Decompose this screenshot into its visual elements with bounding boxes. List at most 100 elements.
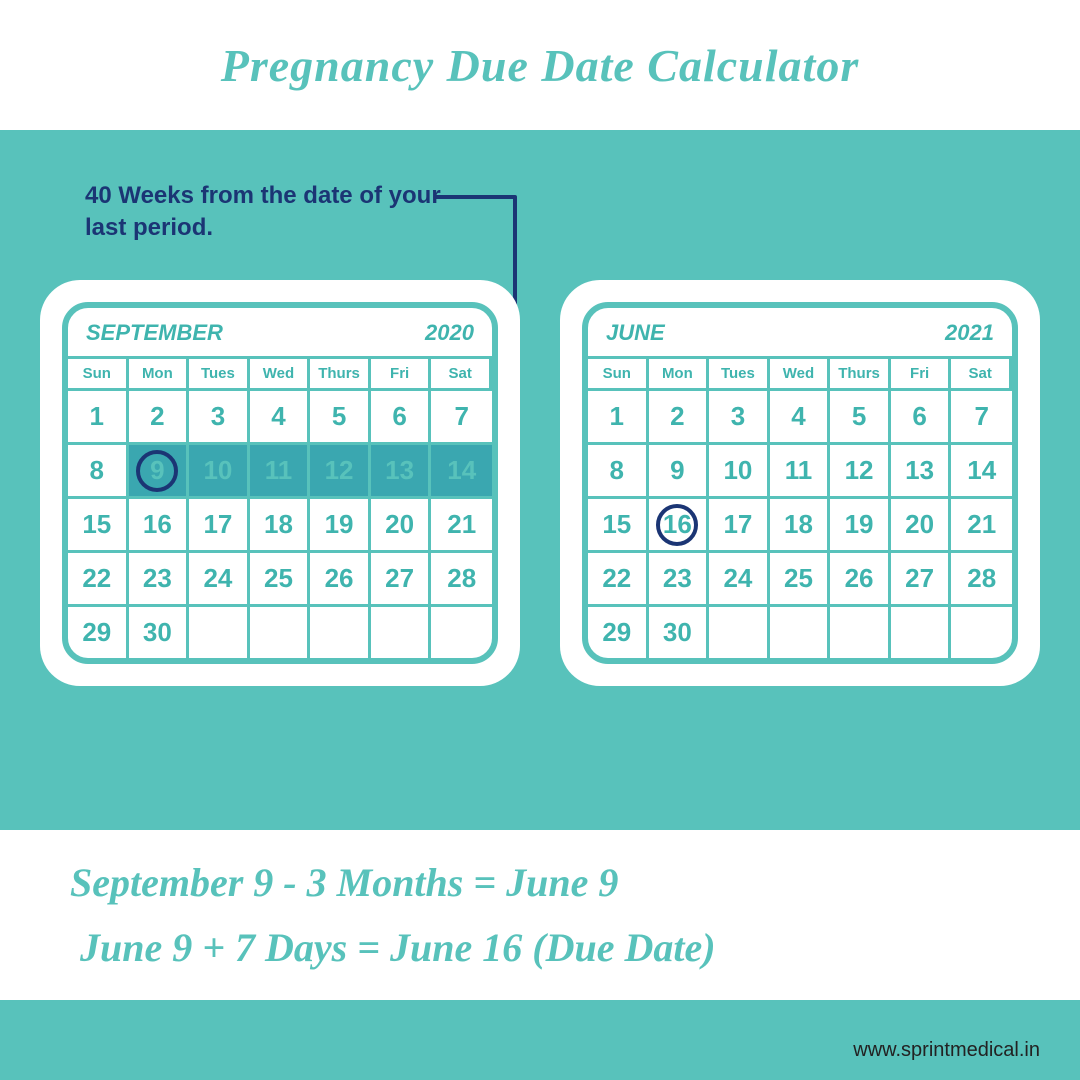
- calendar-day: 10: [709, 442, 770, 496]
- calendar-day: 12: [310, 442, 371, 496]
- calendar-day: 4: [250, 388, 311, 442]
- calendar-day: [431, 604, 492, 658]
- main-panel: 40 Weeks from the date of your last peri…: [0, 130, 1080, 830]
- formula-band: September 9 - 3 Months = June 9 June 9 +…: [0, 830, 1080, 1000]
- dow-label: Thurs: [310, 356, 371, 388]
- calendar-day: [371, 604, 432, 658]
- dow-label: Mon: [129, 356, 190, 388]
- formula-line-2: June 9 + 7 Days = June 16 (Due Date): [70, 924, 1080, 971]
- calendar-day: 11: [250, 442, 311, 496]
- dow-label: Mon: [649, 356, 710, 388]
- calendar-day: 9: [649, 442, 710, 496]
- dow-label: Sun: [588, 356, 649, 388]
- calendar-day: 5: [830, 388, 891, 442]
- calendar-day: 23: [129, 550, 190, 604]
- calendar-day: 1: [68, 388, 129, 442]
- source-url: www.sprintmedical.in: [853, 1039, 1040, 1062]
- header-band: Pregnancy Due Date Calculator: [0, 0, 1080, 130]
- calendar-day: 29: [588, 604, 649, 658]
- calendar-day: 16: [129, 496, 190, 550]
- calendar-day: [951, 604, 1012, 658]
- calendar-day: 22: [68, 550, 129, 604]
- dow-label: Tues: [189, 356, 250, 388]
- calendar-day: 6: [891, 388, 952, 442]
- circled-date-icon: [136, 450, 178, 492]
- calendar-day: 28: [431, 550, 492, 604]
- calendar-day: 12: [830, 442, 891, 496]
- calendar-end: JUNE2021SunMonTuesWedThursFriSat12345678…: [560, 280, 1040, 686]
- calendar-day: 1: [588, 388, 649, 442]
- calendar-year: 2020: [425, 320, 474, 346]
- footer-band: www.sprintmedical.in: [0, 1000, 1080, 1080]
- calendar-day: 3: [709, 388, 770, 442]
- calendar-day: 18: [770, 496, 831, 550]
- calendar-day: 2: [649, 388, 710, 442]
- calendar-day: 7: [431, 388, 492, 442]
- calendar-day: [189, 604, 250, 658]
- calendar-day: 26: [830, 550, 891, 604]
- calendar-year: 2021: [945, 320, 994, 346]
- calendar-day: 13: [371, 442, 432, 496]
- calendar-day: 15: [68, 496, 129, 550]
- calendar-day: 20: [371, 496, 432, 550]
- calendar-day: 3: [189, 388, 250, 442]
- calendar-day: 2: [129, 388, 190, 442]
- calendar-day: 13: [891, 442, 952, 496]
- calendar-day: 14: [431, 442, 492, 496]
- calendar-day: 8: [588, 442, 649, 496]
- circled-date-icon: [656, 504, 698, 546]
- calendar-day: 8: [68, 442, 129, 496]
- calendar-start: SEPTEMBER2020SunMonTuesWedThursFriSat123…: [40, 280, 520, 686]
- calendar-month: SEPTEMBER: [86, 320, 223, 346]
- dow-label: Thurs: [830, 356, 891, 388]
- calendar-day: [250, 604, 311, 658]
- calendar-day: 9: [129, 442, 190, 496]
- calendar-day: 25: [250, 550, 311, 604]
- calendar-day: 24: [189, 550, 250, 604]
- calendar-day: 22: [588, 550, 649, 604]
- calendar-day: 7: [951, 388, 1012, 442]
- dow-label: Sat: [431, 356, 492, 388]
- calendar-day: 27: [891, 550, 952, 604]
- dow-label: Sun: [68, 356, 129, 388]
- calendar-day: 25: [770, 550, 831, 604]
- dow-label: Wed: [250, 356, 311, 388]
- calendar-day: [310, 604, 371, 658]
- calendar-day: 19: [310, 496, 371, 550]
- calendar-day: [830, 604, 891, 658]
- calendar-day: 10: [189, 442, 250, 496]
- calendar-day: [770, 604, 831, 658]
- calendar-day: 16: [649, 496, 710, 550]
- calendars-row: SEPTEMBER2020SunMonTuesWedThursFriSat123…: [40, 280, 1040, 686]
- calendar-day: 6: [371, 388, 432, 442]
- calendar-day: 5: [310, 388, 371, 442]
- dow-label: Fri: [371, 356, 432, 388]
- dow-label: Fri: [891, 356, 952, 388]
- calendar-day: 24: [709, 550, 770, 604]
- page-title: Pregnancy Due Date Calculator: [221, 39, 859, 92]
- calendar-day: [891, 604, 952, 658]
- dow-label: Wed: [770, 356, 831, 388]
- calendar-day: 19: [830, 496, 891, 550]
- annotation-text: 40 Weeks from the date of your last peri…: [85, 180, 465, 245]
- formula-line-1: September 9 - 3 Months = June 9: [70, 859, 1080, 906]
- calendar-day: 4: [770, 388, 831, 442]
- dow-label: Sat: [951, 356, 1012, 388]
- calendar-day: 17: [189, 496, 250, 550]
- calendar-day: 18: [250, 496, 311, 550]
- calendar-day: 30: [129, 604, 190, 658]
- calendar-day: 29: [68, 604, 129, 658]
- calendar-day: 28: [951, 550, 1012, 604]
- calendar-day: 17: [709, 496, 770, 550]
- dow-label: Tues: [709, 356, 770, 388]
- calendar-day: 23: [649, 550, 710, 604]
- calendar-day: 30: [649, 604, 710, 658]
- calendar-day: 27: [371, 550, 432, 604]
- calendar-day: 26: [310, 550, 371, 604]
- calendar-day: 20: [891, 496, 952, 550]
- calendar-day: 21: [431, 496, 492, 550]
- calendar-day: 15: [588, 496, 649, 550]
- calendar-day: [709, 604, 770, 658]
- calendar-day: 14: [951, 442, 1012, 496]
- calendar-month: JUNE: [606, 320, 665, 346]
